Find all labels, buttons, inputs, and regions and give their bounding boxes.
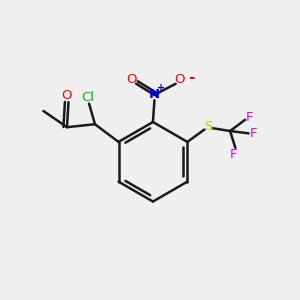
Text: O: O bbox=[127, 73, 137, 86]
Text: F: F bbox=[230, 148, 238, 161]
Text: N: N bbox=[149, 88, 160, 101]
Text: F: F bbox=[246, 111, 253, 124]
Text: +: + bbox=[157, 82, 165, 93]
Text: Cl: Cl bbox=[81, 91, 94, 103]
Text: O: O bbox=[62, 89, 72, 102]
Text: F: F bbox=[250, 127, 257, 140]
Text: S: S bbox=[204, 120, 212, 133]
Text: -: - bbox=[188, 70, 194, 85]
Text: O: O bbox=[174, 73, 184, 86]
